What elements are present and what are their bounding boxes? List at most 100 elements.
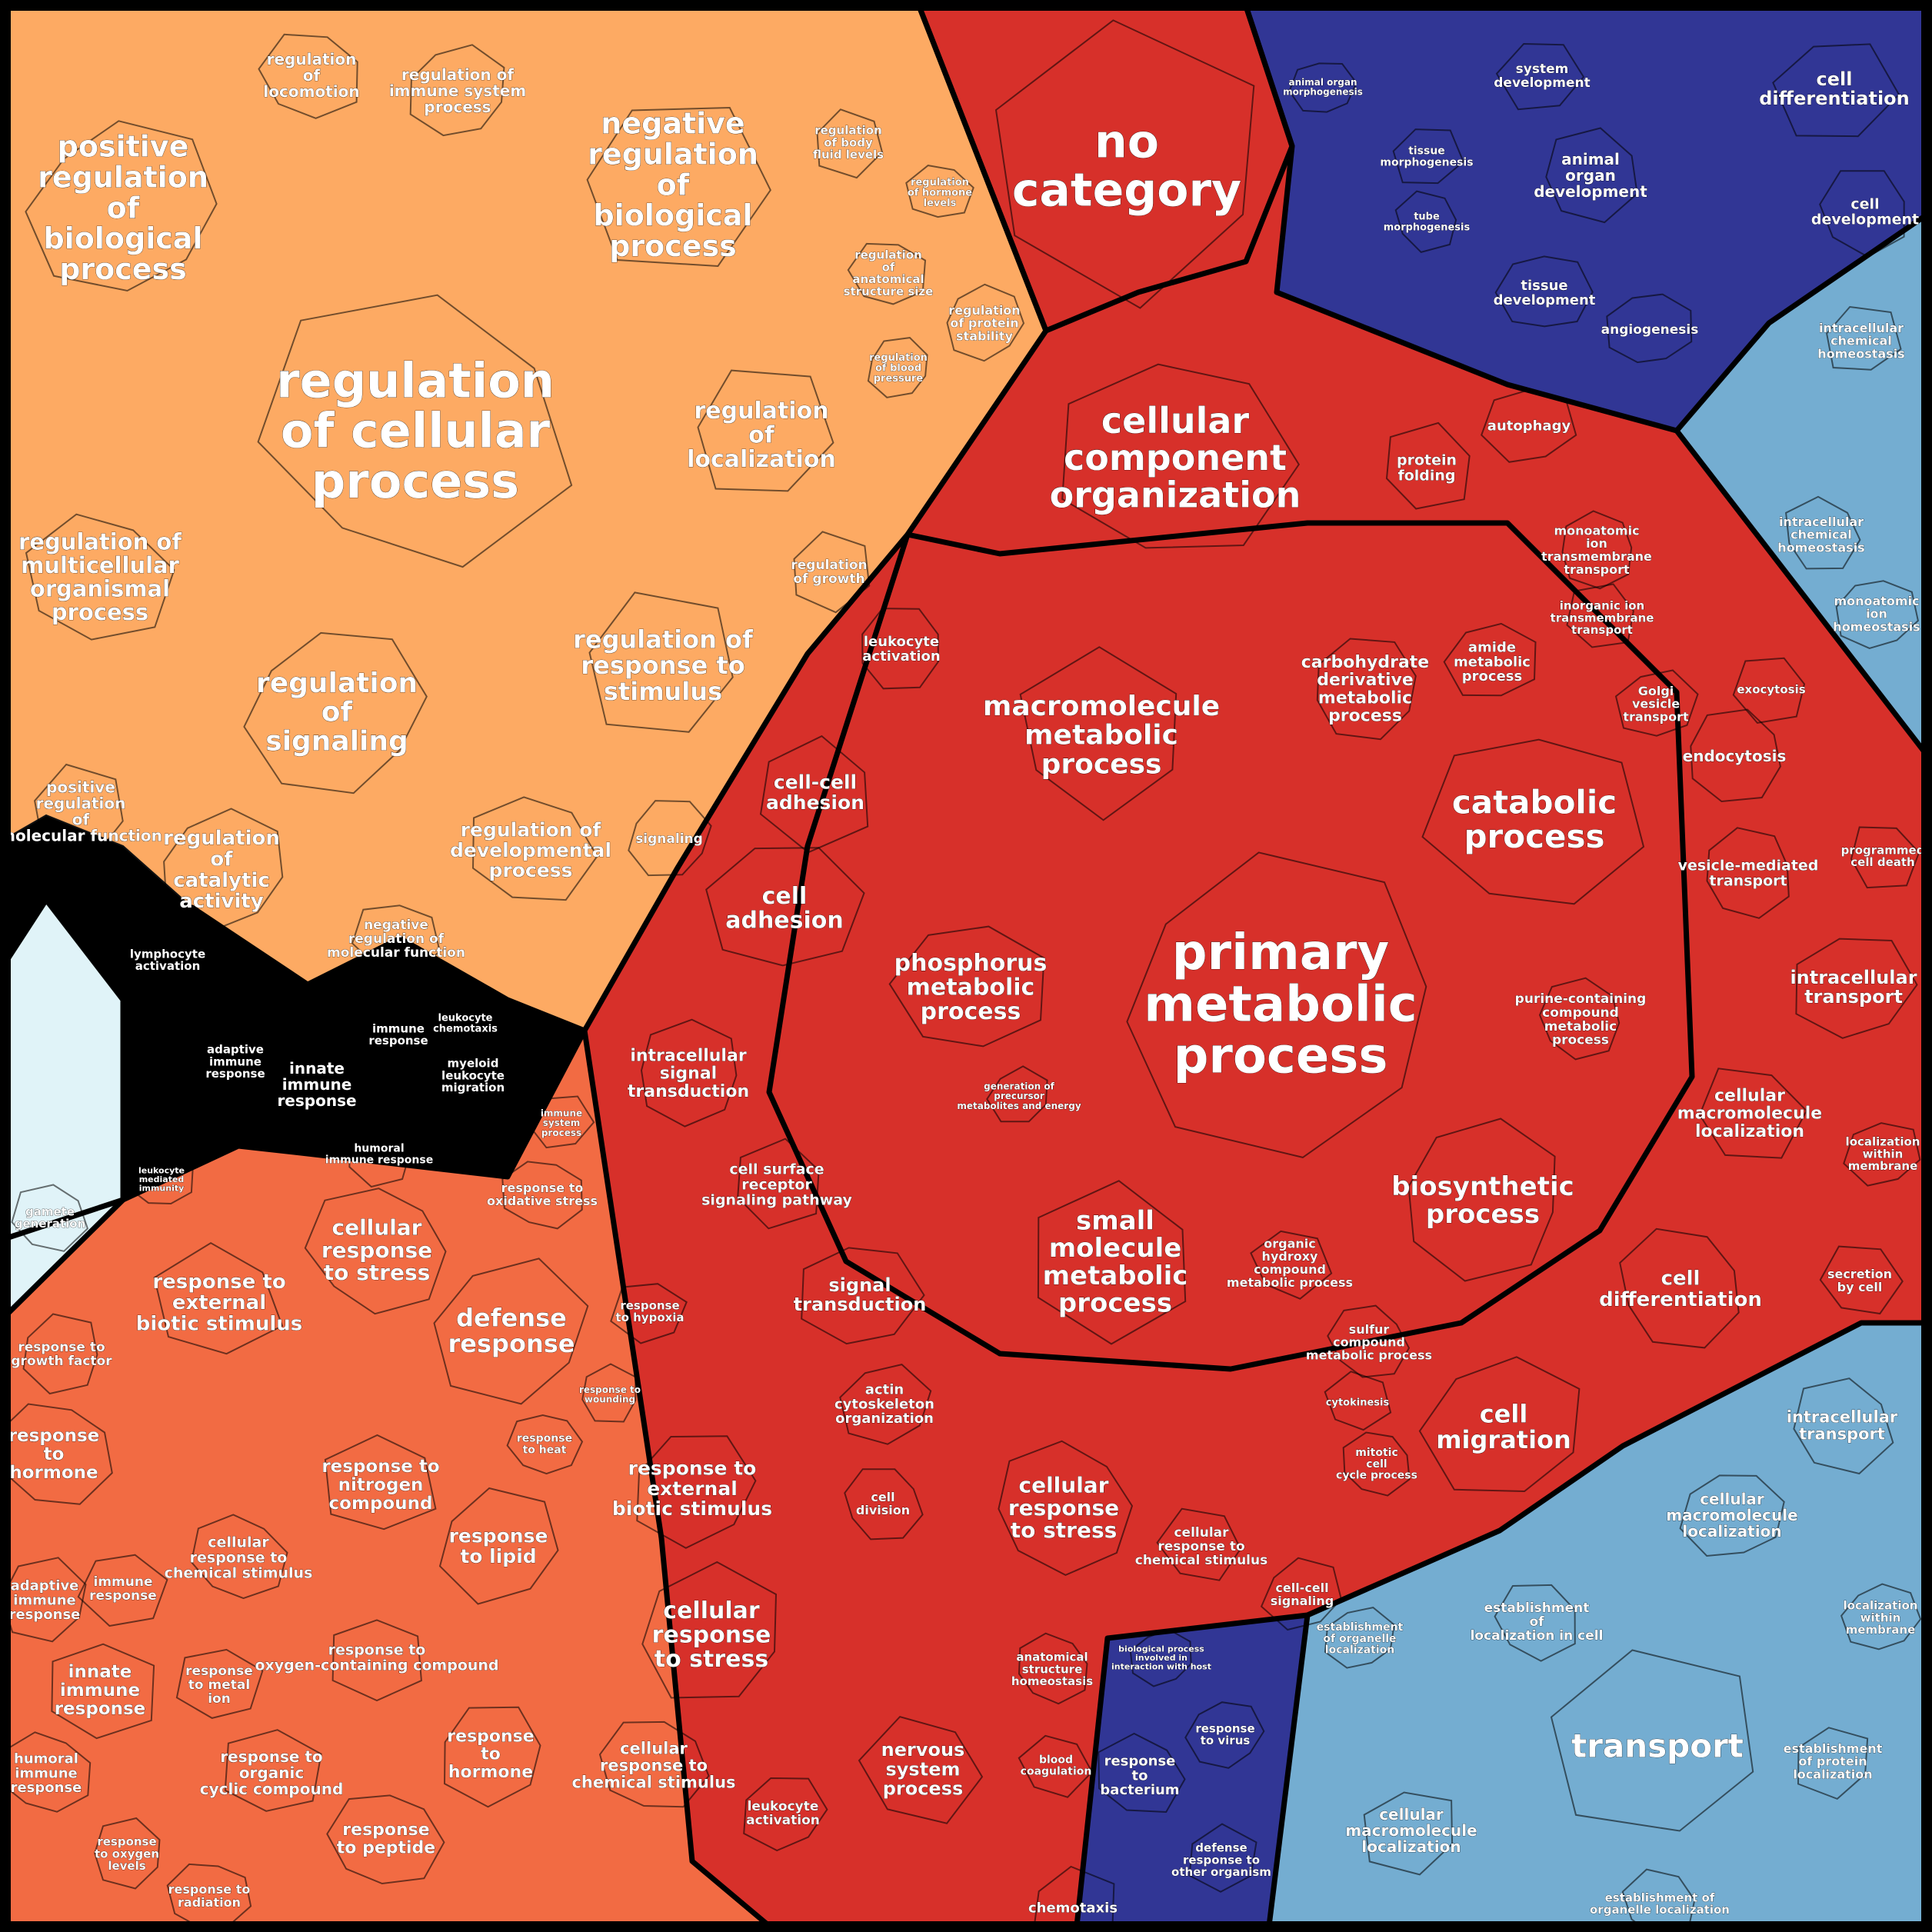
- cell-leukocyte-activation: [861, 608, 939, 690]
- cell-protein-folding: [1385, 421, 1471, 510]
- label-regulation-of-protein-stability: regulation of protein stability: [948, 303, 1020, 344]
- label-establishment-of-organelle-localization-2: establishment of organelle localization: [1317, 1621, 1404, 1656]
- cell-regulation-of-localization: [697, 369, 834, 492]
- cell-response-to-metal-ion: [175, 1648, 264, 1719]
- label-establishment-of-localization-in-cell: establishment of localization in cell: [1471, 1601, 1604, 1644]
- cell-localization-within-membrane-red: [1843, 1122, 1921, 1187]
- label-animal-organ-development: animal organ development: [1534, 150, 1647, 201]
- cell-lymphocyte-activation: [132, 926, 202, 998]
- cell-animal-organ-morphogenesis: [1288, 62, 1357, 113]
- label-nervous-system-process: nervous system process: [881, 1739, 965, 1799]
- cell-response-to-nitrogen-compound: [324, 1434, 437, 1531]
- cell-response-to-virus: [1184, 1701, 1265, 1769]
- label-cell-cell-adhesion: cell-cell adhesion: [766, 771, 864, 814]
- label-carbohydrate-derivative-metabolic-process: carbohydrate derivative metabolic process: [1301, 653, 1429, 725]
- label-leukocyte-mediated-immunity: leukocyte mediated immunity: [138, 1165, 185, 1193]
- label-humoral-immune-response: humoral immune response: [11, 1750, 82, 1796]
- label-cell-adhesion: cell adhesion: [725, 883, 844, 934]
- cell-amide-metabolic-process: [1443, 622, 1537, 697]
- label-immune-response: immune response: [89, 1574, 157, 1604]
- cell-organic-hydroxy-compound-metabolic-process: [1250, 1230, 1333, 1300]
- cell-exocytosis: [1732, 657, 1806, 724]
- cell-primary-metabolic-process: [1126, 851, 1427, 1158]
- label-leukocyte-activation-2: leukocyte activation: [746, 1799, 820, 1828]
- cell-humoral-immune-response-blue: [348, 1119, 411, 1188]
- cell-small-molecule-metabolic-process: [1037, 1180, 1187, 1345]
- cell-establishment-of-organelle-localization: [1621, 1868, 1696, 1932]
- label-cellular-response-to-stress-2: cellular response to stress: [652, 1597, 771, 1673]
- cell-response-to-oxygen-levels: [94, 1817, 161, 1890]
- label-regulation-of-growth: regulation of growth: [791, 558, 867, 587]
- label-system-development: system development: [1494, 62, 1590, 91]
- cell-regulation-of-blood-pressure: [867, 337, 928, 398]
- label-response-to-hypoxia: response to hypoxia: [615, 1298, 684, 1324]
- cell-response-to-oxidative-stress: [501, 1161, 583, 1230]
- border-response: [581, 1030, 771, 1928]
- cell-cell-cell-signaling: [1260, 1557, 1342, 1631]
- label-no-category: no category: [1012, 115, 1241, 218]
- label-response-to-peptide: response to peptide: [337, 1820, 435, 1857]
- label-catabolic-process: catabolic process: [1452, 784, 1617, 855]
- cell-tissue-development: [1494, 255, 1594, 328]
- label-blood-coagulation: blood coagulation: [1021, 1754, 1092, 1778]
- label-intracellular-chemical-homeostasis: intracellular chemical homeostasis: [1817, 321, 1904, 361]
- cell-autophagy: [1481, 388, 1577, 463]
- label-anatomical-structure-homeostasis: anatomical structure homeostasis: [1011, 1651, 1093, 1689]
- label-regulation-of-multicellular-organismal-process: regulation of multicellular organismal proc…: [18, 528, 182, 625]
- cell-response-to-bacterium: [1098, 1732, 1186, 1814]
- cell-animal-organ-development: [1545, 127, 1638, 224]
- cell-innate-immune-response: [51, 1643, 155, 1740]
- cell-response-to-oxygen-containing-compound: [331, 1619, 422, 1702]
- cell-cell-migration: [1418, 1356, 1581, 1493]
- cell-regulation-of-growth: [793, 531, 871, 614]
- label-response-to-metal-ion: response to metal ion: [185, 1664, 253, 1707]
- label-sulfur-compound-metabolic-process: sulfur compound metabolic process: [1306, 1322, 1432, 1363]
- cell-cellular-response-to-chemical-stimulus-2: [598, 1720, 710, 1808]
- border-navy-bottom: [1266, 1614, 1311, 1927]
- label-secretion-by-cell: secretion by cell: [1827, 1267, 1892, 1294]
- label-response-to-organic-cyclic-compound: response to organic cyclic compound: [200, 1747, 344, 1798]
- label-response-to-bacterium: response to bacterium: [1100, 1753, 1179, 1798]
- label-animal-organ-morphogenesis: animal organ morphogenesis: [1283, 77, 1363, 98]
- label-cell-cell-signaling: cell-cell signaling: [1271, 1581, 1334, 1608]
- label-regulation-of-body-fluid-levels: regulation of body fluid levels: [813, 124, 884, 162]
- label-monoatomic-ion-transmembrane-transport: monoatomic ion transmembrane transport: [1541, 523, 1652, 576]
- cell-intracellular-chemical-homeostasis-2: [1785, 495, 1861, 570]
- label-cellular-response-to-chemical-stimulus-red: cellular response to chemical stimulus: [1135, 1525, 1267, 1568]
- label-biosynthetic-process: biosynthetic process: [1391, 1171, 1574, 1230]
- border-pale: [4, 897, 126, 1317]
- cell-monoatomic-ion-homeostasis: [1835, 580, 1919, 649]
- label-cytokinesis: cytokinesis: [1326, 1397, 1390, 1409]
- label-response-to-nitrogen-compound: response to nitrogen compound: [321, 1457, 439, 1514]
- cell-regulation-of-body-fluid-levels: [816, 108, 884, 179]
- label-actin-cytoskeleton-organization: actin cytoskeleton organization: [834, 1381, 934, 1427]
- label-regulation-of-catalytic-activity: regulation of catalytic activity: [163, 827, 280, 913]
- label-regulation-of-response-to-stimulus: regulation of response to stimulus: [573, 625, 754, 706]
- cell-signal-transduction: [801, 1247, 925, 1345]
- cell-transport: [1550, 1649, 1754, 1832]
- label-leukocyte-activation: leukocyte activation: [862, 634, 940, 665]
- label-adaptive-immune-response: adaptive immune response: [9, 1577, 81, 1623]
- cell-cell-division: [844, 1468, 924, 1541]
- border-navy-lightblue: [1674, 213, 1927, 433]
- label-response-to-oxygen-containing-compound: response to oxygen-containing compound: [255, 1642, 498, 1674]
- border-primary: [766, 520, 1695, 1372]
- cell-regulation-of-catalytic-activity: [163, 808, 284, 932]
- cell-purine-containing-compound-metabolic-process: [1538, 977, 1621, 1061]
- label-programmed-cell-death: programmed cell death: [1841, 843, 1925, 869]
- cell-cell-surface-receptor-signaling-pathway: [737, 1138, 820, 1230]
- cell-localization-within-membrane: [1840, 1583, 1922, 1651]
- label-angiogenesis: angiogenesis: [1601, 322, 1699, 338]
- label-regulation-of-cellular-process: regulation of cellular process: [276, 353, 555, 509]
- label-transport: transport: [1571, 1727, 1744, 1765]
- border-red-lightblue: [1074, 1320, 1926, 1927]
- cell-establishment-of-protein-localization: [1797, 1727, 1869, 1800]
- label-cell-differentiation: cell differentiation: [1759, 68, 1910, 109]
- label-regulation-of-blood-pressure: regulation of blood pressure: [869, 352, 928, 385]
- label-amide-metabolic-process: amide metabolic process: [1454, 639, 1531, 685]
- label-vesicle-mediated-transport: vesicle-mediated transport: [1678, 858, 1819, 890]
- cell-signaling: [628, 800, 712, 877]
- cell-innate-immune-response-blue: [264, 1042, 371, 1121]
- cell-response-to-hormone: [0, 1403, 113, 1505]
